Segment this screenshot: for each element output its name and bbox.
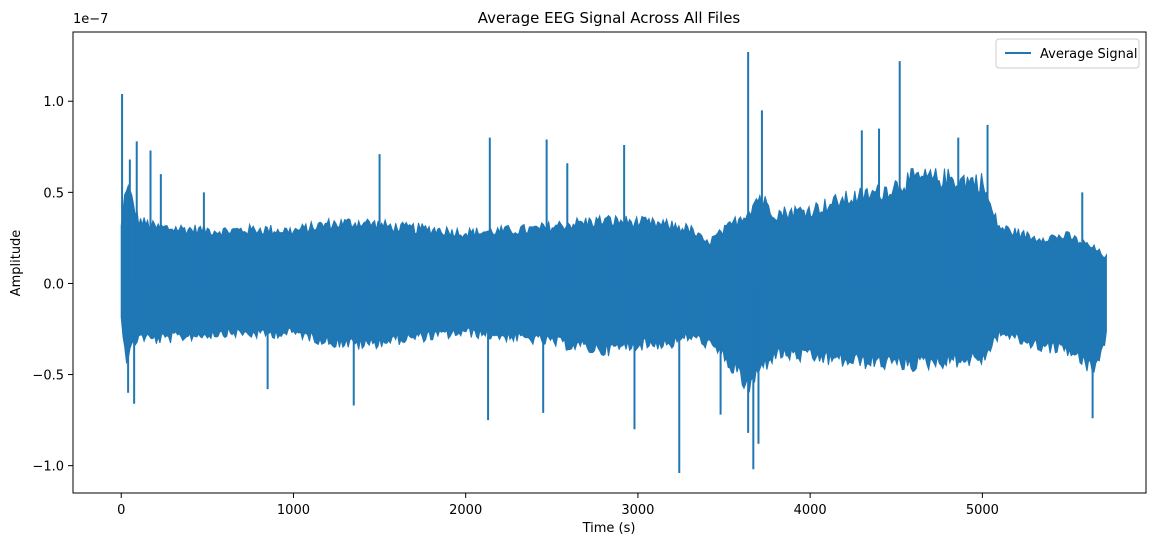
- y-tick-label: −0.5: [32, 369, 64, 384]
- x-tick-label: 0: [117, 503, 125, 518]
- y-tick-label: 0.0: [43, 277, 64, 292]
- axes-frame: [72, 31, 1147, 494]
- average-signal-band: [120, 167, 1107, 393]
- legend-label: Average Signal: [1040, 47, 1137, 62]
- legend: Average Signal: [995, 38, 1140, 69]
- x-tick-label: 4000: [794, 503, 827, 518]
- x-axis-label: Time (s): [582, 521, 636, 536]
- x-tick-label: 5000: [966, 503, 999, 518]
- y-axis-label: Amplitude: [9, 230, 24, 297]
- y-tick-label: −1.0: [32, 460, 64, 475]
- x-axis-ticks: 0 1000 2000 3000 4000 5000: [117, 493, 999, 518]
- chart-title: Average EEG Signal Across All Files: [478, 9, 741, 27]
- x-tick-label: 2000: [449, 503, 482, 518]
- y-tick-label: 0.5: [43, 186, 64, 201]
- x-tick-label: 1000: [277, 503, 310, 518]
- y-axis-ticks: −1.0 −0.5 0.0 0.5 1.0: [32, 95, 73, 475]
- y-tick-label: 1.0: [43, 95, 64, 110]
- x-tick-label: 3000: [621, 503, 654, 518]
- y-offset-label: 1e−7: [73, 12, 108, 27]
- legend-box: [995, 38, 1140, 69]
- average-signal-spikes: [121, 52, 1094, 473]
- plot-area: [120, 52, 1107, 473]
